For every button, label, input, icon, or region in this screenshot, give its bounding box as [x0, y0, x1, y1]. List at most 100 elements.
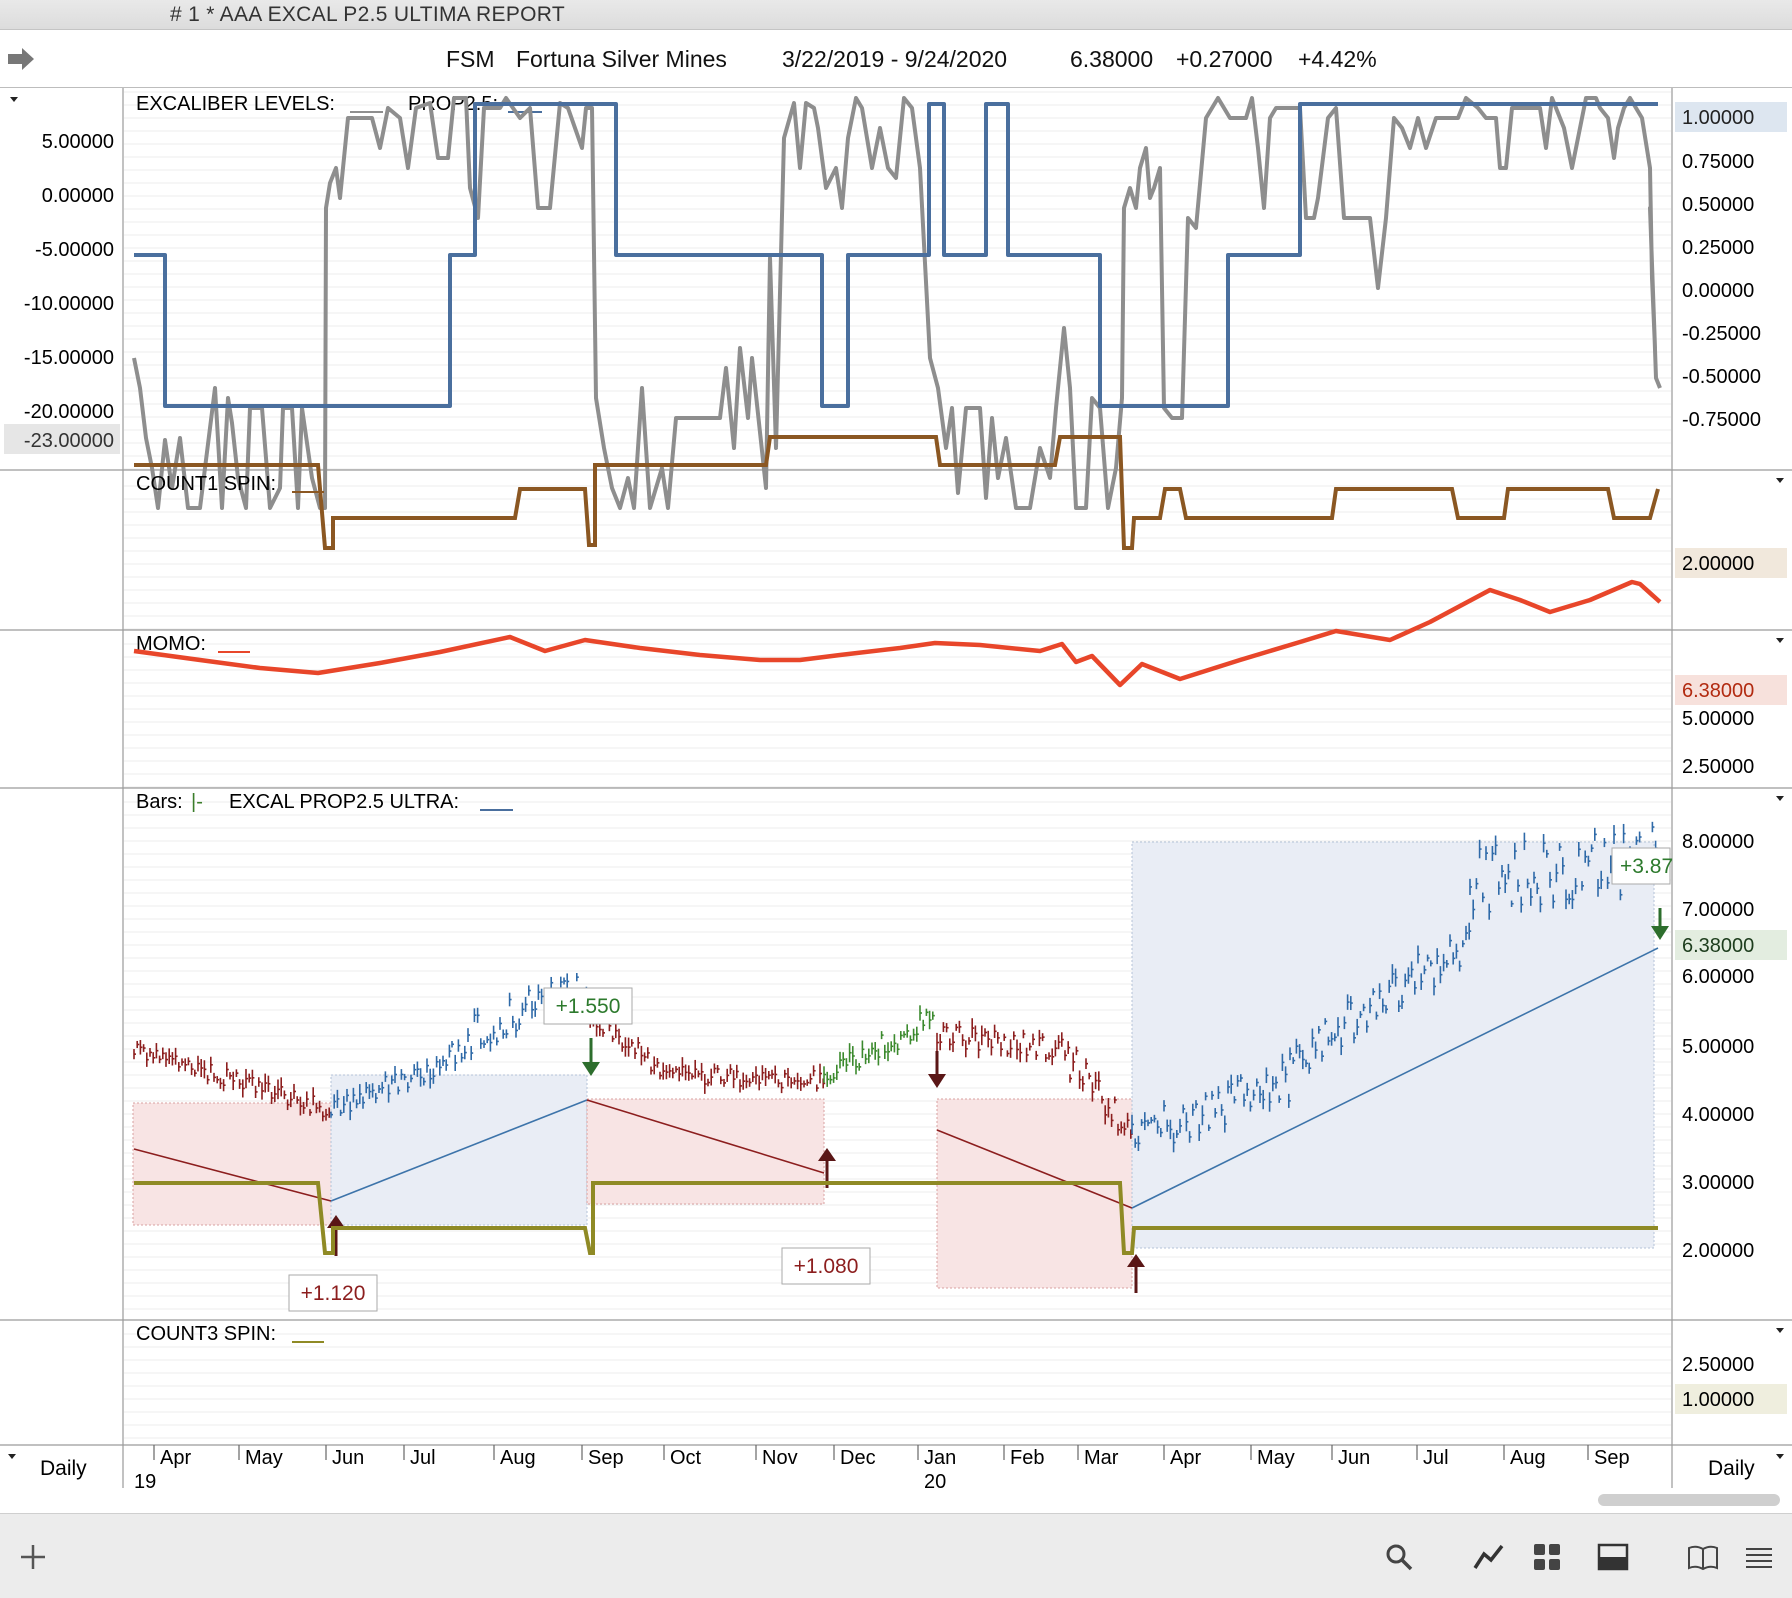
bars-current: 6.38000: [1682, 935, 1754, 957]
count1-current: 2.00000: [1682, 553, 1754, 575]
price-axis-tick: 4.00000: [1682, 1104, 1754, 1126]
trade-annotation: +1.550: [556, 995, 621, 1018]
line-chart-icon[interactable]: [1472, 1540, 1506, 1574]
x-axis: Apr May Jun Jul Aug Sep Oct Nov Dec Jan Feb Mar Apr M…: [8, 1445, 1784, 1493]
count3-axis-tick: 2.50000: [1682, 1354, 1754, 1376]
trade-annotation: +3.87: [1620, 855, 1673, 878]
trade-annotation: +1.120: [301, 1282, 366, 1305]
count3-current: 1.00000: [1682, 1389, 1754, 1411]
price-axis-tick: 7.00000: [1682, 899, 1754, 921]
year-label: 19: [134, 1471, 156, 1493]
momo-current: 6.38000: [1682, 680, 1754, 702]
count3-label: COUNT3 SPIN:: [136, 1323, 276, 1345]
month-label: Jan: [924, 1447, 956, 1469]
pane-menu-icon[interactable]: [1776, 796, 1784, 801]
right-axis-tick: 0.75000: [1682, 151, 1754, 173]
month-label: Sep: [588, 1447, 624, 1469]
count3-spin-line: [134, 1181, 1658, 1255]
price-axis-tick: 6.00000: [1682, 966, 1754, 988]
right-axis-tick: -0.75000: [1682, 409, 1761, 431]
menu-icon[interactable]: [1742, 1540, 1776, 1574]
excaliber-current-left: -23.00000: [24, 430, 114, 452]
window-titlebar: # 1 * AAA EXCAL P2.5 ULTIMA REPORT: [0, 0, 1792, 30]
bottom-toolbar: [0, 1513, 1792, 1598]
right-axis-tick: 0.00000: [1682, 280, 1754, 302]
count1-label: COUNT1 SPIN:: [136, 473, 276, 495]
month-label: Apr: [1170, 1447, 1201, 1469]
periodicity-left[interactable]: Daily: [40, 1457, 87, 1480]
header-last-price: 6.38000: [1070, 46, 1154, 72]
panel-icon[interactable]: [1596, 1540, 1630, 1574]
excaliber-pane: EXCALIBER LEVELS: PROP2.5: 5.000000.0000…: [4, 93, 1787, 510]
momo-axis-tick: 2.50000: [1682, 756, 1754, 778]
count1-spin-line: [134, 435, 1660, 550]
pane-menu-icon[interactable]: [1776, 1328, 1784, 1333]
price-axis-tick: 2.00000: [1682, 1240, 1754, 1262]
price-axis-tick: 8.00000: [1682, 831, 1754, 853]
right-axis-tick: -0.50000: [1682, 366, 1761, 388]
month-label: May: [245, 1447, 283, 1469]
month-label: Jul: [1423, 1447, 1449, 1469]
momo-axis-tick: 5.00000: [1682, 708, 1754, 730]
forward-arrow-icon[interactable]: [6, 44, 36, 74]
periodicity-menu-icon[interactable]: [8, 1454, 16, 1459]
add-icon[interactable]: [16, 1540, 50, 1574]
periodicity-menu-icon[interactable]: [1776, 1454, 1784, 1459]
year-label: 20: [924, 1471, 946, 1493]
header-symbol: FSM: [446, 46, 495, 72]
pane-menu-icon[interactable]: [1776, 478, 1784, 483]
chart-header: FSM Fortuna Silver Mines 3/22/2019 - 9/2…: [0, 30, 1792, 88]
trade-annotation: +1.080: [794, 1255, 859, 1278]
bars-pane: Bars: |- EXCAL PROP2.5 ULTRA: +1.120: [132, 791, 1787, 1312]
prop-current-right: 1.00000: [1682, 107, 1754, 129]
left-axis-tick: 5.00000: [42, 131, 114, 153]
month-label: Aug: [500, 1447, 536, 1469]
ultra-label: EXCAL PROP2.5 ULTRA:: [229, 791, 459, 813]
header-change: +0.27000: [1176, 46, 1273, 72]
momo-pane: MOMO: 5.00000 2.50000 6.38000: [133, 579, 1787, 778]
month-label: Aug: [1510, 1447, 1546, 1469]
horizontal-scrollbar[interactable]: [1598, 1494, 1780, 1506]
periodicity-right[interactable]: Daily: [1708, 1457, 1755, 1480]
month-label: Jun: [1338, 1447, 1370, 1469]
header-company-name: Fortuna Silver Mines: [516, 46, 727, 72]
momo-label: MOMO:: [136, 633, 206, 655]
left-axis-tick: -20.00000: [24, 401, 114, 423]
left-axis-tick: -5.00000: [35, 239, 114, 261]
pane-menu-icon[interactable]: [1776, 638, 1784, 643]
count1-pane: COUNT1 SPIN: 2.00000: [134, 435, 1787, 578]
month-label: Sep: [1594, 1447, 1630, 1469]
pane-menu-icon[interactable]: [10, 97, 18, 102]
month-label: Dec: [840, 1447, 876, 1469]
month-label: Apr: [160, 1447, 191, 1469]
month-label: Oct: [670, 1447, 702, 1469]
month-label: Jul: [410, 1447, 436, 1469]
search-icon[interactable]: [1382, 1540, 1416, 1574]
momo-line: [133, 579, 1662, 688]
right-axis-tick: -0.25000: [1682, 323, 1761, 345]
grid-icon[interactable]: [1530, 1540, 1564, 1574]
month-label: Mar: [1084, 1447, 1119, 1469]
excaliber-label: EXCALIBER LEVELS:: [136, 93, 335, 115]
right-axis-tick: 0.50000: [1682, 194, 1754, 216]
price-axis-tick: 5.00000: [1682, 1036, 1754, 1058]
left-axis-tick: -15.00000: [24, 347, 114, 369]
month-label: Nov: [762, 1447, 798, 1469]
header-change-pct: +4.42%: [1298, 46, 1377, 72]
month-label: Feb: [1010, 1447, 1044, 1469]
excaliber-levels-line: [132, 96, 1662, 510]
book-icon[interactable]: [1686, 1540, 1720, 1574]
chart-area[interactable]: EXCALIBER LEVELS: PROP2.5: 5.000000.0000…: [0, 88, 1792, 1513]
prop25-line: [134, 102, 1658, 408]
count3-pane: COUNT3 SPIN: 2.50000 1.00000: [134, 1181, 1787, 1414]
left-axis-tick: 0.00000: [42, 185, 114, 207]
month-label: Jun: [332, 1447, 364, 1469]
price-axis-tick: 3.00000: [1682, 1172, 1754, 1194]
bars-label-symbol: |-: [191, 791, 203, 813]
month-label: May: [1257, 1447, 1295, 1469]
window-title: # 1 * AAA EXCAL P2.5 ULTIMA REPORT: [170, 3, 565, 26]
right-axis-tick: 0.25000: [1682, 237, 1754, 259]
header-date-range: 3/22/2019 - 9/24/2020: [782, 46, 1008, 72]
bars-label: Bars:: [136, 791, 183, 813]
left-axis-tick: -10.00000: [24, 293, 114, 315]
